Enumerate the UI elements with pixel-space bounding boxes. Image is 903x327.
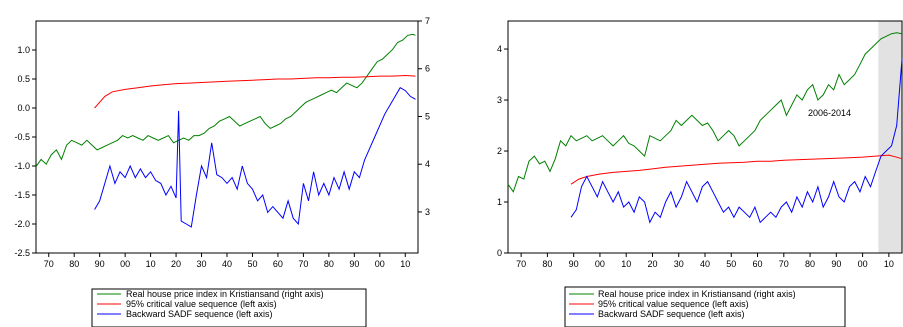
x-tick-label: 20 [647, 259, 657, 269]
x-tick-label: 20 [171, 259, 181, 269]
x-tick-label: 80 [324, 259, 334, 269]
legend-box [564, 286, 846, 327]
series-line-2 [94, 87, 416, 228]
x-tick-label: 00 [858, 259, 868, 269]
series-line-1 [570, 154, 903, 185]
plot-frame [507, 20, 903, 254]
y-tick-label-right: 3 [425, 207, 430, 217]
x-tick-label: 70 [516, 259, 526, 269]
y-tick-label-right: 5 [425, 111, 430, 121]
x-tick-label: 70 [298, 259, 308, 269]
legend-label: Backward SADF sequence (left axis) [126, 309, 273, 319]
x-tick-label: 10 [621, 259, 631, 269]
series-line-2 [570, 59, 903, 224]
period-annotation: 2006-2014 [808, 108, 851, 118]
y-tick-label-left: 2 [497, 146, 502, 156]
x-tick-label: 90 [349, 259, 359, 269]
x-tick-label: 90 [569, 259, 579, 269]
y-tick-label-right: 7 [425, 16, 430, 26]
series-line-1 [94, 74, 416, 109]
legend-box [91, 288, 367, 327]
y-tick-label-left: -1.0 [14, 161, 30, 171]
x-tick-label: 70 [44, 259, 54, 269]
legend-label: 95% critical value sequence (left axis) [598, 299, 749, 309]
chart-left: 70 80 90 00 10 20 30 40 50 60 70 80 90 00 10 -2.5 -2.0 -1… [14, 16, 430, 327]
y-tick-label-left: 1 [497, 197, 502, 207]
y-tick-label-left: 0 [497, 248, 502, 258]
x-tick-label: 90 [95, 259, 105, 269]
legend-label: Real house price index in Kristiansand (… [126, 289, 324, 299]
x-tick-label: 00 [375, 259, 385, 269]
legend-label: Backward SADF sequence (left axis) [598, 309, 745, 319]
chart-right: 70 80 90 00 10 20 30 40 50 60 70 80 90 00 10 0 1 2 3 4 2006-… [497, 20, 903, 327]
x-tick-label: 80 [69, 259, 79, 269]
y-tick-label-left: -1.5 [14, 190, 30, 200]
x-tick-label: 00 [120, 259, 130, 269]
x-tick-label: 40 [222, 259, 232, 269]
y-tick-label-right: 4 [425, 159, 430, 169]
x-tick-label: 70 [779, 259, 789, 269]
y-tick-label-left: 0.5 [17, 74, 30, 84]
x-tick-label: 80 [805, 259, 815, 269]
x-tick-label: 60 [753, 259, 763, 269]
x-tick-label: 10 [884, 259, 894, 269]
y-tick-label-left: 4 [497, 44, 502, 54]
y-tick-label-left: -0.5 [14, 132, 30, 142]
legend-label: 95% critical value sequence (left axis) [126, 299, 277, 309]
y-tick-label-left: 1.0 [17, 45, 30, 55]
x-tick-label: 00 [595, 259, 605, 269]
y-tick-label-left: -2.0 [14, 219, 30, 229]
x-tick-label: 50 [726, 259, 736, 269]
x-tick-label: 30 [197, 259, 207, 269]
shaded-period [878, 21, 902, 253]
legend-label: Real house price index in Kristiansand (… [598, 289, 796, 299]
x-tick-label: 80 [542, 259, 552, 269]
x-tick-label: 10 [146, 259, 156, 269]
y-tick-label-left: 3 [497, 95, 502, 105]
x-tick-label: 10 [400, 259, 410, 269]
x-tick-label: 60 [273, 259, 283, 269]
x-tick-label: 40 [700, 259, 710, 269]
y-tick-label-left: 0.0 [17, 103, 30, 113]
y-tick-label-right: 6 [425, 64, 430, 74]
x-tick-label: 30 [674, 259, 684, 269]
series-line-0 [35, 33, 416, 167]
y-tick-label-left: -2.5 [14, 248, 30, 258]
series-line-0 [507, 32, 903, 193]
x-tick-label: 50 [247, 259, 257, 269]
plot-frame [35, 20, 419, 254]
x-tick-label: 90 [831, 259, 841, 269]
